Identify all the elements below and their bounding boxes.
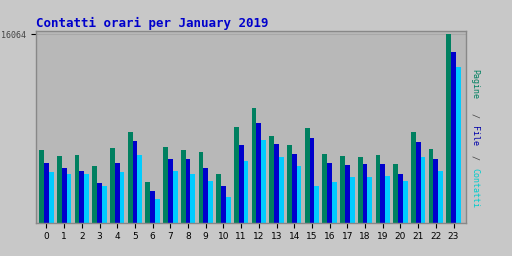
Bar <box>345 165 350 223</box>
Bar <box>190 174 195 223</box>
Bar <box>145 182 150 223</box>
Bar <box>216 174 221 223</box>
Bar <box>398 174 403 223</box>
Bar <box>393 164 398 223</box>
Bar <box>133 141 137 223</box>
Bar <box>446 35 451 223</box>
Bar <box>252 108 257 223</box>
Bar <box>155 199 160 223</box>
Text: File: File <box>470 126 479 146</box>
Bar <box>62 168 67 223</box>
Bar <box>186 159 190 223</box>
Bar <box>429 149 434 223</box>
Bar <box>296 166 302 223</box>
Bar <box>368 177 372 223</box>
Bar <box>173 171 178 223</box>
Text: Contatti orari per January 2019: Contatti orari per January 2019 <box>36 16 268 29</box>
Bar <box>208 180 213 223</box>
Bar <box>75 155 79 223</box>
Bar <box>199 152 203 223</box>
Bar <box>292 154 296 223</box>
Text: /: / <box>470 108 479 123</box>
Bar <box>416 142 420 223</box>
Bar <box>451 52 456 223</box>
Bar <box>168 159 173 223</box>
Bar <box>67 174 71 223</box>
Bar <box>269 136 274 223</box>
Bar <box>327 163 332 223</box>
Bar <box>49 172 54 223</box>
Bar <box>181 150 186 223</box>
Bar <box>340 156 345 223</box>
Bar <box>385 176 390 223</box>
Bar <box>376 155 380 223</box>
Bar <box>150 191 155 223</box>
Bar <box>163 146 168 223</box>
Bar <box>403 180 408 223</box>
Bar <box>39 150 44 223</box>
Text: Pagine: Pagine <box>470 69 479 100</box>
Bar <box>305 128 310 223</box>
Bar <box>274 144 279 223</box>
Bar <box>239 145 244 223</box>
Bar <box>84 174 89 223</box>
Bar <box>310 138 314 223</box>
Bar <box>279 157 284 223</box>
Bar <box>234 127 239 223</box>
Bar <box>257 123 261 223</box>
Bar <box>456 67 461 223</box>
Bar <box>203 168 208 223</box>
Bar <box>350 177 354 223</box>
Bar <box>115 163 120 223</box>
Bar <box>110 148 115 223</box>
Bar <box>102 186 106 223</box>
Bar <box>221 186 226 223</box>
Bar <box>332 182 337 223</box>
Bar <box>420 157 425 223</box>
Bar <box>57 156 62 223</box>
Bar <box>120 172 124 223</box>
Bar <box>287 145 292 223</box>
Bar <box>380 164 385 223</box>
Bar <box>97 183 102 223</box>
Bar <box>411 133 416 223</box>
Text: Contatti: Contatti <box>470 168 479 208</box>
Text: /: / <box>470 150 479 165</box>
Bar <box>323 154 327 223</box>
Bar <box>226 197 230 223</box>
Bar <box>79 171 84 223</box>
Bar <box>362 164 368 223</box>
Bar <box>358 157 362 223</box>
Bar <box>128 133 133 223</box>
Bar <box>314 186 319 223</box>
Bar <box>92 166 97 223</box>
Bar <box>434 159 438 223</box>
Bar <box>44 163 49 223</box>
Bar <box>261 140 266 223</box>
Bar <box>244 161 248 223</box>
Bar <box>137 155 142 223</box>
Bar <box>438 171 443 223</box>
